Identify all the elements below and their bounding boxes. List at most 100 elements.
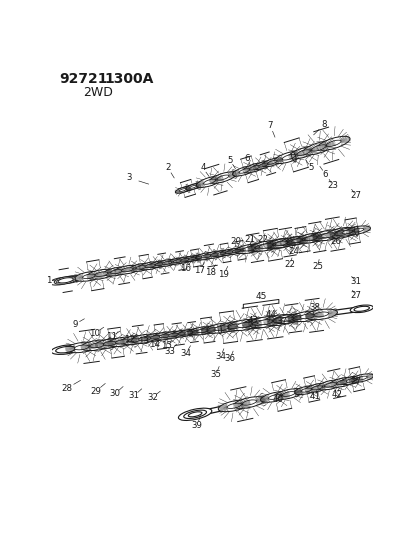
Ellipse shape	[254, 245, 267, 249]
Ellipse shape	[300, 388, 311, 392]
Ellipse shape	[258, 163, 268, 167]
Ellipse shape	[261, 158, 282, 167]
Ellipse shape	[311, 145, 325, 151]
Ellipse shape	[197, 329, 207, 333]
Ellipse shape	[280, 317, 293, 321]
Text: 2WD: 2WD	[83, 85, 112, 99]
Ellipse shape	[50, 277, 72, 285]
Ellipse shape	[311, 386, 322, 390]
Ellipse shape	[313, 312, 328, 317]
Ellipse shape	[207, 327, 218, 331]
Text: 14: 14	[149, 340, 160, 349]
Text: 29: 29	[90, 387, 101, 395]
Ellipse shape	[226, 403, 241, 408]
Ellipse shape	[217, 252, 225, 255]
Text: 41: 41	[309, 392, 320, 401]
Ellipse shape	[190, 327, 214, 335]
Ellipse shape	[349, 305, 373, 312]
Text: 25: 25	[311, 262, 322, 271]
Ellipse shape	[81, 340, 113, 351]
Ellipse shape	[201, 255, 211, 258]
Ellipse shape	[291, 311, 323, 321]
Ellipse shape	[296, 233, 325, 243]
Ellipse shape	[51, 345, 80, 354]
Ellipse shape	[316, 136, 349, 150]
Text: 37: 37	[276, 318, 287, 326]
Ellipse shape	[291, 239, 302, 243]
Ellipse shape	[301, 237, 313, 240]
Ellipse shape	[128, 338, 140, 342]
Ellipse shape	[242, 317, 276, 328]
Ellipse shape	[232, 249, 240, 253]
Ellipse shape	[115, 340, 128, 344]
Text: 28: 28	[62, 384, 73, 393]
Text: 15: 15	[161, 341, 171, 350]
Ellipse shape	[242, 163, 266, 173]
Text: 22: 22	[283, 260, 294, 269]
Text: 27: 27	[350, 377, 361, 386]
Ellipse shape	[145, 264, 155, 268]
Ellipse shape	[214, 326, 228, 330]
Ellipse shape	[341, 230, 352, 234]
Text: 1300A: 1300A	[104, 71, 154, 86]
Ellipse shape	[252, 320, 267, 325]
Text: 24: 24	[288, 247, 299, 255]
Ellipse shape	[209, 172, 236, 183]
Text: 5: 5	[308, 164, 313, 172]
Ellipse shape	[350, 374, 373, 382]
Ellipse shape	[184, 331, 193, 334]
Ellipse shape	[325, 140, 340, 147]
Ellipse shape	[157, 260, 177, 266]
Ellipse shape	[264, 238, 294, 249]
Ellipse shape	[185, 184, 200, 190]
Ellipse shape	[138, 337, 151, 341]
Ellipse shape	[176, 257, 194, 263]
Ellipse shape	[183, 256, 200, 262]
Text: 31: 31	[128, 391, 139, 400]
Ellipse shape	[195, 256, 203, 259]
Ellipse shape	[200, 325, 225, 333]
Ellipse shape	[228, 324, 242, 328]
Ellipse shape	[74, 345, 89, 350]
Ellipse shape	[114, 265, 140, 274]
Text: 39: 39	[191, 422, 202, 430]
Text: 4: 4	[199, 164, 205, 172]
Text: 33: 33	[164, 346, 176, 356]
Ellipse shape	[273, 389, 302, 399]
Ellipse shape	[285, 313, 313, 322]
Ellipse shape	[103, 267, 129, 276]
Ellipse shape	[196, 176, 223, 188]
Ellipse shape	[252, 160, 273, 169]
Ellipse shape	[183, 410, 206, 418]
Ellipse shape	[242, 247, 255, 251]
Ellipse shape	[311, 230, 344, 241]
Text: 92721: 92721	[59, 71, 108, 86]
Ellipse shape	[238, 168, 249, 173]
Text: 42: 42	[331, 390, 342, 399]
Ellipse shape	[120, 336, 148, 345]
Ellipse shape	[249, 165, 259, 170]
Ellipse shape	[204, 251, 225, 259]
Ellipse shape	[308, 231, 337, 241]
Text: 45: 45	[255, 292, 266, 301]
Ellipse shape	[143, 333, 168, 341]
Ellipse shape	[95, 272, 108, 277]
Ellipse shape	[180, 259, 189, 261]
Ellipse shape	[294, 386, 318, 394]
Ellipse shape	[218, 400, 249, 411]
Ellipse shape	[334, 230, 348, 236]
Ellipse shape	[150, 335, 161, 339]
Ellipse shape	[272, 318, 287, 322]
Ellipse shape	[247, 242, 274, 252]
Ellipse shape	[260, 392, 289, 402]
Text: 38: 38	[309, 303, 320, 312]
Text: 27: 27	[350, 191, 361, 200]
Ellipse shape	[335, 228, 359, 236]
Ellipse shape	[212, 251, 230, 257]
Ellipse shape	[95, 339, 124, 349]
Ellipse shape	[325, 228, 357, 238]
Text: 20: 20	[230, 237, 241, 246]
Text: 1: 1	[46, 276, 51, 285]
Text: 44: 44	[265, 311, 276, 319]
Ellipse shape	[293, 316, 305, 319]
